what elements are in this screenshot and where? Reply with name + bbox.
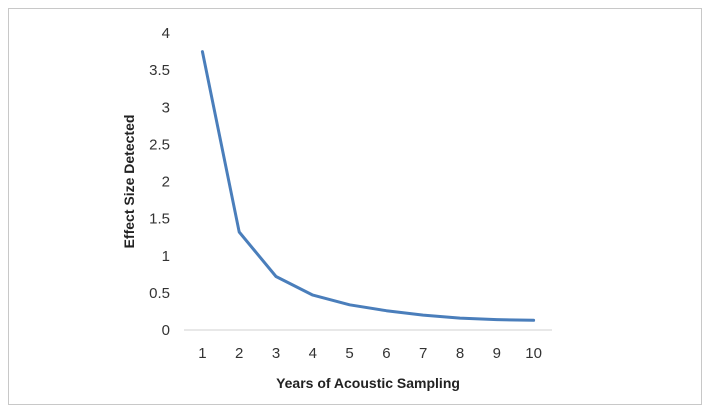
x-tick-label: 7 xyxy=(419,345,427,362)
y-tick-label: 2 xyxy=(162,174,170,191)
x-axis-ticks: 1 2 3 4 5 6 7 8 9 10 xyxy=(198,345,542,362)
series-line xyxy=(200,50,536,322)
x-tick-label: 10 xyxy=(525,345,542,362)
x-tick-label: 8 xyxy=(456,345,464,362)
x-tick-label: 1 xyxy=(198,345,206,362)
y-tick-label: 4 xyxy=(162,25,170,42)
y-tick-label: 2.5 xyxy=(149,136,170,153)
y-tick-label: 0.5 xyxy=(149,285,170,302)
x-tick-label: 2 xyxy=(235,345,243,362)
x-tick-label: 5 xyxy=(345,345,353,362)
x-axis-title: Years of Acoustic Sampling xyxy=(276,375,460,391)
y-axis-title: Effect Size Detected xyxy=(121,115,137,249)
y-axis-ticks: 0 0.5 1 1.5 2 2.5 3 3.5 4 xyxy=(149,25,170,339)
y-tick-label: 3 xyxy=(162,99,170,116)
x-tick-label: 9 xyxy=(493,345,501,362)
x-tick-label: 4 xyxy=(309,345,317,362)
y-tick-label: 1 xyxy=(162,248,170,265)
y-tick-label: 0 xyxy=(162,322,170,339)
y-tick-label: 1.5 xyxy=(149,211,170,228)
x-tick-label: 6 xyxy=(382,345,390,362)
x-tick-label: 3 xyxy=(272,345,280,362)
y-tick-label: 3.5 xyxy=(149,62,170,79)
chart-frame xyxy=(8,8,702,405)
